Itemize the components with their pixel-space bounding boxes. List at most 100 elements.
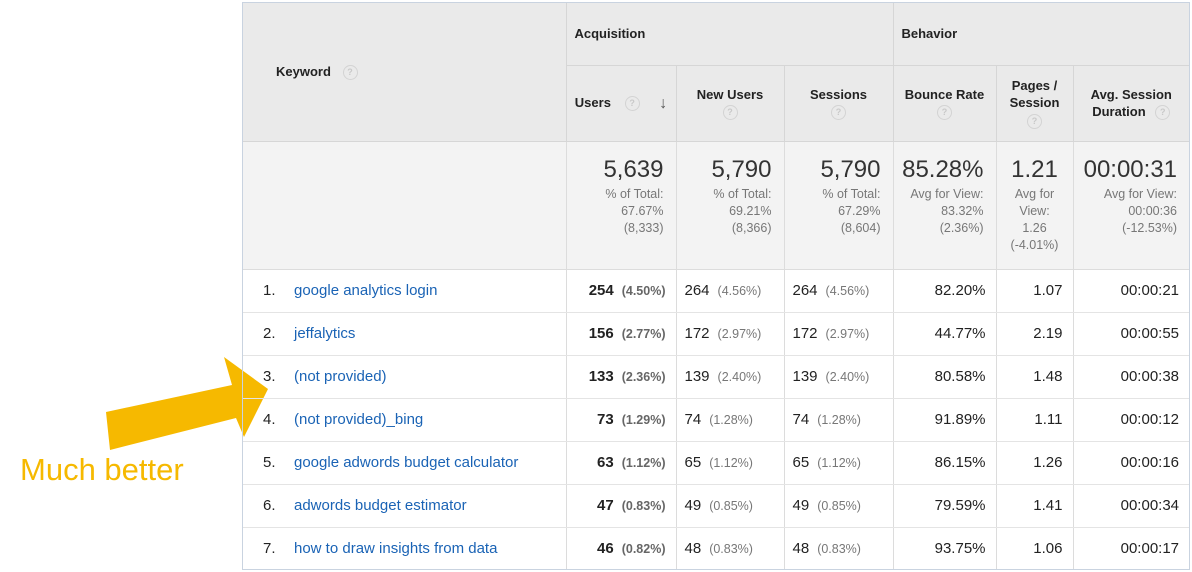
pages-session-column-header[interactable]: Pages / Session ? bbox=[996, 65, 1074, 142]
duration-cell: 00:00:17 bbox=[1073, 527, 1189, 569]
keyword-link[interactable]: how to draw insights from data bbox=[294, 540, 498, 557]
new-users-total-overall: (8,366) bbox=[731, 220, 772, 235]
users-cell: 47 (0.83%) bbox=[566, 484, 677, 528]
users-value: 47 bbox=[597, 497, 614, 514]
users-percent: (0.83%) bbox=[621, 499, 666, 513]
new-users-percent: (1.28%) bbox=[709, 413, 753, 427]
keyword-link[interactable]: google adwords budget calculator bbox=[294, 454, 519, 471]
pages-session-cell: 1.06 bbox=[996, 527, 1074, 569]
pages-session-header-line1: Pages / bbox=[1011, 78, 1058, 94]
users-total-cell: 5,639 % of Total: 67.67% (8,333) bbox=[566, 141, 677, 270]
sessions-value: 74 bbox=[792, 411, 810, 428]
help-icon[interactable]: ? bbox=[1027, 113, 1042, 129]
table-row: 1. google analytics login 254 (4.50%) 264 (… bbox=[243, 269, 1189, 313]
keyword-link[interactable]: google analytics login bbox=[294, 282, 438, 299]
keyword-cell: 5. google adwords budget calculator bbox=[243, 441, 567, 485]
users-percent: (4.50%) bbox=[621, 284, 666, 298]
users-value: 73 bbox=[597, 411, 614, 428]
bounce-rate-cell: 86.15% bbox=[893, 441, 997, 485]
sessions-percent: (0.85%) bbox=[817, 499, 861, 513]
duration-view-diff: (-12.53%) bbox=[1122, 220, 1178, 235]
new-users-percent: (0.85%) bbox=[709, 499, 753, 513]
new-users-percent: (0.83%) bbox=[709, 542, 753, 556]
row-number: 4. bbox=[263, 411, 276, 428]
sessions-percent: (2.40%) bbox=[825, 370, 870, 384]
users-total-percent: 67.67% bbox=[621, 203, 664, 218]
keyword-report-table: Keyword ? Acquisition Behavior Users ? ↓… bbox=[242, 2, 1190, 570]
new-users-percent: (2.97%) bbox=[717, 327, 762, 341]
duration-cell: 00:00:38 bbox=[1073, 355, 1189, 399]
duration-cell: 00:00:55 bbox=[1073, 312, 1189, 356]
help-icon[interactable]: ? bbox=[831, 105, 846, 121]
sessions-cell: 65 (1.12%) bbox=[784, 441, 894, 485]
bounce-rate-cell: 80.58% bbox=[893, 355, 997, 399]
users-total: 5,639 bbox=[603, 155, 664, 183]
keyword-link[interactable]: (not provided) bbox=[294, 368, 387, 385]
avg-session-duration-column-header[interactable]: Avg. Session Duration ? bbox=[1073, 65, 1189, 142]
sessions-percent: (2.97%) bbox=[825, 327, 870, 341]
duration-cell: 00:00:34 bbox=[1073, 484, 1189, 528]
users-value: 156 bbox=[588, 325, 614, 342]
pages-session-cell: 1.07 bbox=[996, 269, 1074, 313]
sessions-cell: 172 (2.97%) bbox=[784, 312, 894, 356]
duration-cell: 00:00:16 bbox=[1073, 441, 1189, 485]
keyword-cell: 3. (not provided) bbox=[243, 355, 567, 399]
users-value: 254 bbox=[588, 282, 614, 299]
row-number: 7. bbox=[263, 540, 276, 557]
new-users-value: 139 bbox=[684, 368, 710, 385]
totals-row: 5,639 % of Total: 67.67% (8,333) 5,790 %… bbox=[243, 141, 1189, 270]
duration-cell: 00:00:21 bbox=[1073, 269, 1189, 313]
new-users-cell: 74 (1.28%) bbox=[676, 398, 785, 442]
bounce-rate-column-header[interactable]: Bounce Rate ? bbox=[893, 65, 997, 142]
row-number: 5. bbox=[263, 454, 276, 471]
keyword-rows: 1. google analytics login 254 (4.50%) 264 (… bbox=[243, 269, 1189, 569]
help-icon[interactable]: ? bbox=[1155, 105, 1171, 121]
keyword-link[interactable]: adwords budget estimator bbox=[294, 497, 467, 514]
users-percent: (1.29%) bbox=[621, 413, 666, 427]
sessions-value: 264 bbox=[792, 282, 818, 299]
row-number: 3. bbox=[263, 368, 276, 385]
new-users-value: 49 bbox=[684, 497, 702, 514]
table-row: 2. jeffalytics 156 (2.77%) 172 (2.97%) 172 (… bbox=[243, 312, 1189, 356]
new-users-cell: 264 (4.56%) bbox=[676, 269, 785, 313]
bounce-rate-total: 85.28% bbox=[902, 155, 984, 183]
new-users-value: 74 bbox=[684, 411, 702, 428]
new-users-value: 65 bbox=[684, 454, 702, 471]
sort-descending-icon[interactable]: ↓ bbox=[659, 95, 668, 113]
users-cell: 63 (1.12%) bbox=[566, 441, 677, 485]
help-icon[interactable]: ? bbox=[624, 96, 640, 112]
bounce-rate-cell: 44.77% bbox=[893, 312, 997, 356]
sessions-value: 172 bbox=[792, 325, 818, 342]
help-icon[interactable]: ? bbox=[722, 105, 738, 121]
users-percent: (2.77%) bbox=[621, 327, 666, 341]
sessions-total: 5,790 bbox=[820, 155, 881, 183]
annotation-text: Much better bbox=[20, 452, 184, 487]
new-users-column-header[interactable]: New Users ? bbox=[676, 65, 785, 142]
new-users-value: 264 bbox=[684, 282, 710, 299]
bounce-rate-cell: 82.20% bbox=[893, 269, 997, 313]
bounce-rate-view-avg: 83.32% bbox=[941, 203, 984, 218]
acquisition-group-header: Acquisition bbox=[566, 3, 894, 66]
users-cell: 133 (2.36%) bbox=[566, 355, 677, 399]
new-users-cell: 172 (2.97%) bbox=[676, 312, 785, 356]
help-icon[interactable]: ? bbox=[937, 105, 952, 121]
users-column-header[interactable]: Users ? ↓ bbox=[566, 65, 677, 142]
duration-header-line2: Duration bbox=[1092, 103, 1146, 119]
pages-session-cell: 1.41 bbox=[996, 484, 1074, 528]
bounce-rate-header-label: Bounce Rate bbox=[904, 86, 985, 102]
new-users-cell: 139 (2.40%) bbox=[676, 355, 785, 399]
bounce-rate-view-diff: (2.36%) bbox=[939, 220, 984, 235]
help-icon[interactable]: ? bbox=[342, 64, 358, 80]
keyword-column-header[interactable]: Keyword ? bbox=[243, 3, 567, 142]
keyword-link[interactable]: (not provided)_bing bbox=[294, 411, 424, 428]
table-row: 6. adwords budget estimator 47 (0.83%) 49 (… bbox=[243, 484, 1189, 528]
new-users-cell: 48 (0.83%) bbox=[676, 527, 785, 569]
keyword-link[interactable]: jeffalytics bbox=[294, 325, 356, 342]
pages-session-header-line2: Session bbox=[1009, 95, 1060, 111]
new-users-total: 5,790 bbox=[711, 155, 772, 183]
new-users-total-cell: 5,790 % of Total: 69.21% (8,366) bbox=[676, 141, 785, 270]
keyword-header-label: Keyword bbox=[276, 63, 331, 79]
sessions-total-caption: % of Total: bbox=[822, 186, 881, 201]
bounce-rate-cell: 79.59% bbox=[893, 484, 997, 528]
sessions-column-header[interactable]: Sessions ? bbox=[784, 65, 894, 142]
